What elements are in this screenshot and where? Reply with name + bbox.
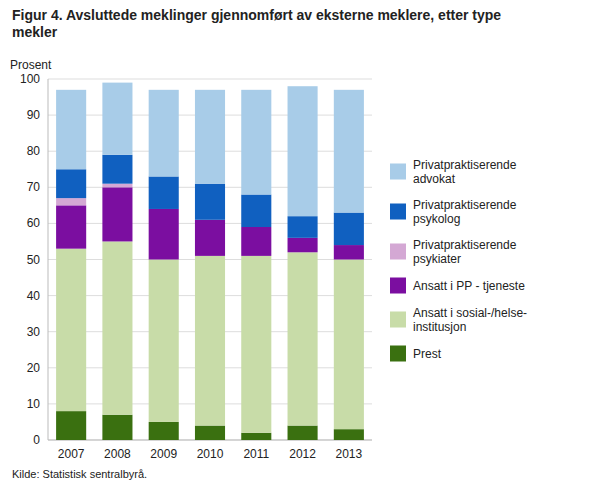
bars <box>56 83 364 440</box>
source-note: Kilde: Statistisk sentralbyrå. <box>12 468 147 480</box>
bar-segment <box>149 176 179 208</box>
x-tick-label: 2011 <box>243 447 269 461</box>
bar-segment <box>288 252 318 425</box>
grid <box>48 79 372 440</box>
page: {"chart_data": { "type": "bar", "stacked… <box>0 0 610 488</box>
title: Figur 4. Avsluttede meklinger gjennomfør… <box>12 7 501 40</box>
bar-series <box>56 241 364 432</box>
bar-segment <box>102 83 132 155</box>
text-line: Privatpraktiserende <box>413 158 517 172</box>
background <box>0 0 610 488</box>
text-line: Ansatt i PP - tjeneste <box>413 279 525 293</box>
bar-segment <box>56 198 86 205</box>
bar-segment <box>288 216 318 238</box>
y-axis: 0 10 20 30 40 50 60 70 80 90 100 <box>20 72 372 447</box>
text-line: advokat <box>413 172 456 186</box>
bar-segment <box>334 213 364 245</box>
text-line: Ansatt i sosial-/helse- <box>413 306 527 320</box>
legend-label: Privatpraktiserendeadvokat <box>413 158 517 186</box>
bar-segment <box>334 245 364 259</box>
x-tick-label: 2012 <box>289 447 316 461</box>
y-tick-label: 20 <box>27 361 41 375</box>
bar-segment <box>149 422 179 440</box>
bar-segment <box>195 90 225 184</box>
bar-segment <box>195 256 225 426</box>
bar-segment <box>195 184 225 220</box>
y-axis-line <box>48 79 49 440</box>
y-tick-label: 60 <box>27 216 41 230</box>
y-tick-label: 100 <box>20 72 40 86</box>
x-tick-label: 2013 <box>336 447 363 461</box>
legend-swatch <box>390 164 406 180</box>
legend-swatch <box>390 346 406 362</box>
legend: PrivatpraktiserendeadvokatPrivatpraktise… <box>390 158 527 362</box>
bar-segment <box>288 86 318 216</box>
legend-swatch <box>390 278 406 294</box>
bar-segment <box>149 209 179 260</box>
bar-segment <box>241 256 271 433</box>
bar-segment <box>288 238 318 252</box>
y-tick-label: 40 <box>27 289 41 303</box>
bar-segment <box>102 415 132 440</box>
bar-segment <box>241 195 271 227</box>
bar-segment <box>102 184 132 188</box>
bar-segment <box>288 426 318 440</box>
bar-series <box>56 83 364 217</box>
bar-segment <box>56 90 86 169</box>
bar-segment <box>56 169 86 198</box>
text-line: psykolog <box>413 212 460 226</box>
legend-label: Ansatt i sosial-/helse-institusjon <box>413 306 527 334</box>
y-tick-label: 50 <box>27 253 41 267</box>
text-line: psykiater <box>413 252 461 266</box>
text-line: Figur 4. Avsluttede meklinger gjennomfør… <box>12 7 501 23</box>
text-line: mekler <box>12 24 58 40</box>
y-tick-label: 0 <box>33 433 40 447</box>
legend-label: Privatpraktiserendepsykiater <box>413 238 517 266</box>
bar-segment <box>334 90 364 213</box>
text-line: Privatpraktiserende <box>413 198 517 212</box>
bar-segment <box>195 220 225 256</box>
text-line: Privatpraktiserende <box>413 238 517 252</box>
bar-segment <box>334 260 364 430</box>
x-tick-label: 2007 <box>58 447 85 461</box>
x-axis: 2007 2008 2009 2010 2011 2012 2013 <box>58 447 363 461</box>
y-tick-label: 70 <box>27 180 41 194</box>
legend-swatch <box>390 244 406 260</box>
legend-swatch <box>390 204 406 220</box>
bar-segment <box>334 429 364 440</box>
x-tick-label: 2008 <box>104 447 131 461</box>
text-line: Prest <box>413 347 442 361</box>
bar-segment <box>56 411 86 440</box>
bar-segment <box>241 90 271 195</box>
bar-segment <box>149 90 179 177</box>
bar-segment <box>102 187 132 241</box>
bar-segment <box>149 260 179 422</box>
bar-segment <box>241 433 271 440</box>
x-tick-label: 2009 <box>150 447 177 461</box>
bar-segment <box>195 426 225 440</box>
y-axis-label: Prosent <box>10 58 52 72</box>
chart-svg: Figur 4. Avsluttede meklinger gjennomfør… <box>0 0 610 488</box>
x-tick-label: 2010 <box>197 447 224 461</box>
bar-segment <box>56 249 86 411</box>
bar-segment <box>56 205 86 248</box>
y-tick-label: 80 <box>27 144 41 158</box>
text-line: institusjon <box>413 320 466 334</box>
legend-label: Prest <box>413 347 442 361</box>
grid-line <box>48 79 372 80</box>
chart-container: Figur 4. Avsluttede meklinger gjennomfør… <box>0 0 610 488</box>
legend-label: Ansatt i PP - tjeneste <box>413 279 525 293</box>
y-tick-label: 90 <box>27 108 41 122</box>
y-tick-label: 30 <box>27 325 41 339</box>
y-tick-label: 10 <box>27 397 41 411</box>
legend-swatch <box>390 312 406 328</box>
bar-segment <box>102 155 132 184</box>
bar-segment <box>241 227 271 256</box>
legend-label: Privatpraktiserendepsykolog <box>413 198 517 226</box>
bar-segment <box>102 241 132 414</box>
